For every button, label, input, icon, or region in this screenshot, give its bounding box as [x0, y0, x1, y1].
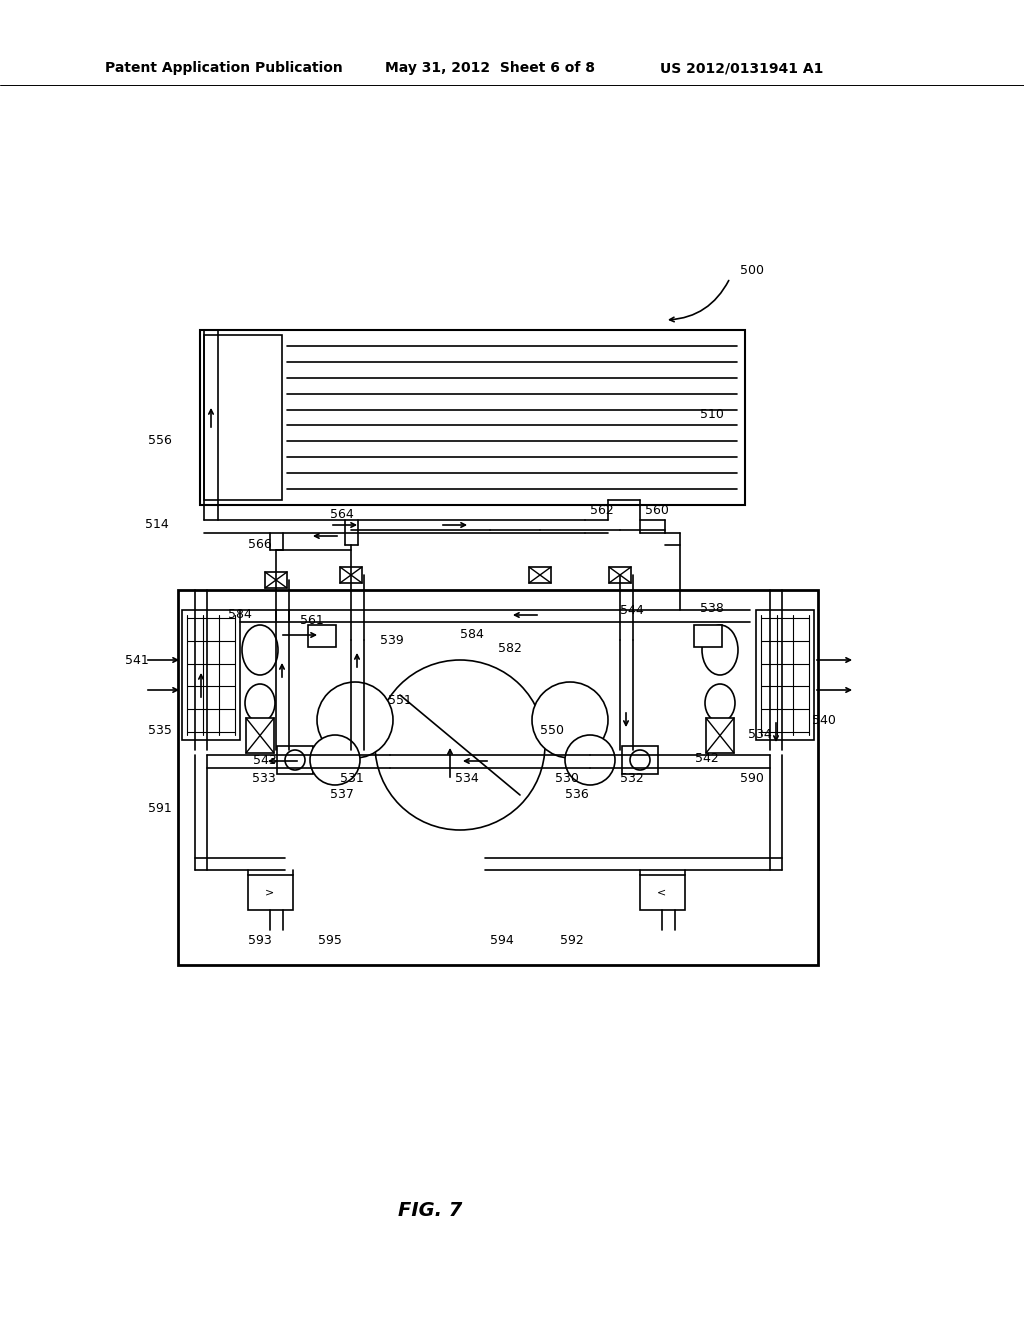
- Text: 543: 543: [253, 754, 276, 767]
- Text: 591: 591: [148, 801, 172, 814]
- Bar: [529, 568, 551, 583]
- Text: 510: 510: [700, 408, 724, 421]
- Text: 534: 534: [455, 771, 479, 784]
- Text: 541: 541: [125, 653, 148, 667]
- Text: 590: 590: [740, 771, 764, 784]
- Text: 500: 500: [740, 264, 764, 276]
- Text: 544: 544: [620, 603, 644, 616]
- Text: 594: 594: [490, 933, 514, 946]
- Text: <: <: [657, 887, 667, 898]
- Circle shape: [285, 750, 305, 770]
- Bar: [278, 746, 313, 774]
- Bar: [200, 330, 745, 506]
- Text: US 2012/0131941 A1: US 2012/0131941 A1: [660, 61, 823, 75]
- Text: May 31, 2012  Sheet 6 of 8: May 31, 2012 Sheet 6 of 8: [385, 61, 595, 75]
- Text: 538: 538: [700, 602, 724, 615]
- Bar: [178, 590, 818, 965]
- Text: Patent Application Publication: Patent Application Publication: [105, 61, 343, 75]
- Text: FIG. 7: FIG. 7: [397, 1200, 462, 1220]
- Text: 560: 560: [645, 503, 669, 516]
- Bar: [182, 610, 240, 741]
- Text: 584: 584: [460, 628, 484, 642]
- Text: 561: 561: [300, 614, 324, 627]
- Text: 535: 535: [148, 723, 172, 737]
- Text: 550: 550: [540, 723, 564, 737]
- Bar: [756, 610, 814, 741]
- Circle shape: [375, 660, 545, 830]
- Ellipse shape: [245, 684, 275, 722]
- Circle shape: [630, 750, 650, 770]
- Text: 537: 537: [330, 788, 354, 801]
- Circle shape: [532, 682, 608, 758]
- Circle shape: [565, 735, 615, 785]
- Text: 595: 595: [318, 933, 342, 946]
- Text: 542: 542: [695, 751, 719, 764]
- Text: 514: 514: [145, 517, 169, 531]
- Text: 551: 551: [388, 693, 412, 706]
- Text: 582: 582: [498, 642, 522, 655]
- Circle shape: [317, 682, 393, 758]
- Text: 592: 592: [560, 933, 584, 946]
- Text: 536: 536: [565, 788, 589, 801]
- Text: 556: 556: [148, 433, 172, 446]
- Ellipse shape: [702, 624, 738, 675]
- Text: >: >: [265, 887, 274, 898]
- Text: 530: 530: [555, 771, 579, 784]
- Text: 533: 533: [252, 771, 275, 784]
- Circle shape: [310, 735, 360, 785]
- Bar: [706, 718, 734, 752]
- Bar: [622, 746, 658, 774]
- Circle shape: [395, 665, 505, 775]
- Bar: [308, 624, 336, 647]
- Text: 531: 531: [340, 771, 364, 784]
- Bar: [694, 624, 722, 647]
- Text: 584: 584: [228, 609, 252, 622]
- Bar: [609, 568, 631, 583]
- Bar: [340, 568, 362, 583]
- Text: 532: 532: [620, 771, 644, 784]
- Text: 593: 593: [248, 933, 271, 946]
- Bar: [204, 335, 282, 500]
- Ellipse shape: [242, 624, 278, 675]
- Text: 564: 564: [330, 508, 353, 521]
- Bar: [265, 572, 287, 587]
- Text: 534: 534: [748, 729, 772, 742]
- Bar: [246, 718, 274, 752]
- Text: 540: 540: [812, 714, 836, 726]
- Text: 566: 566: [248, 539, 271, 552]
- Text: 539: 539: [380, 634, 403, 647]
- Bar: [248, 875, 293, 909]
- Text: 562: 562: [590, 503, 613, 516]
- Bar: [640, 875, 685, 909]
- Ellipse shape: [705, 684, 735, 722]
